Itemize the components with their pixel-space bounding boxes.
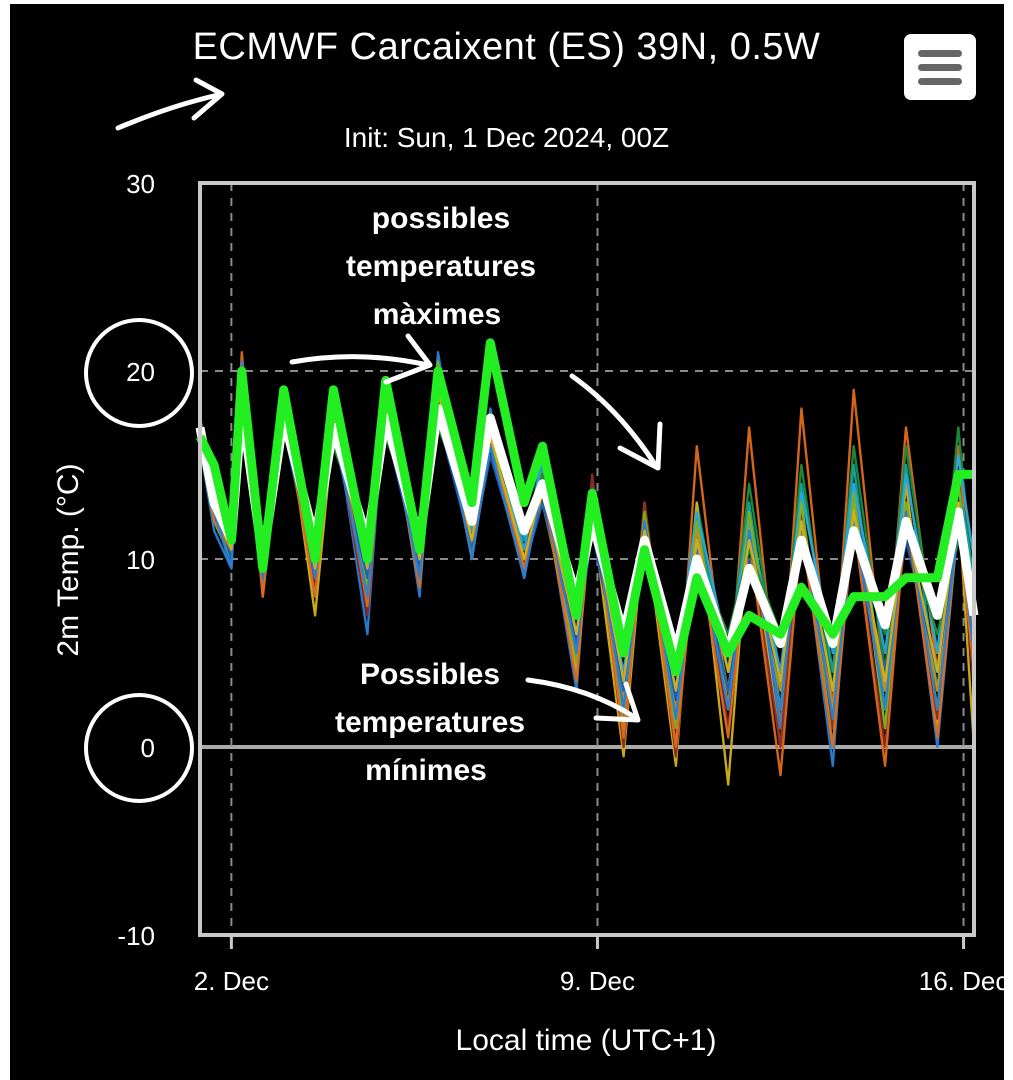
annotation-min-line-2: temperatures [335,706,525,739]
arrow-annotation-title [115,92,221,131]
plot-frame [198,181,976,937]
control-line [195,338,974,677]
arrow-head-title [191,77,225,121]
annotation-max-line-2: temperatures [346,250,536,283]
arrow-annotation-max [289,354,431,368]
x-tick-labels: 2. Dec 9. Dec 16. Dec [194,935,1009,996]
chart-title: ECMWF Carcaixent (ES) 39N, 0.5W [192,26,821,68]
chart-menu-button[interactable] [904,34,976,100]
hamburger-menu-icon [918,50,962,57]
chart-subtitle: Init: Sun, 1 Dec 2024, 00Z [343,122,670,153]
annotation-min-line-1: Possibles [360,658,500,691]
arrow-head-max [383,333,433,385]
annotation-min-line-3: mínimes [365,754,487,787]
arrow-annotation-max-2 [569,373,659,469]
annotation-max-line-3: màximes [373,298,501,331]
circle-annotation-20 [84,318,194,428]
y-tick-label: 0 [141,733,155,763]
y-tick-labels: 30 20 10 0 -10 [117,169,155,951]
annotation-min-text: Possibles temperatures mínimes [335,658,525,787]
y-tick-label: 30 [126,169,155,199]
y-tick-label: -10 [117,921,155,951]
x-tick-label: 16. Dec [919,966,1009,996]
x-tick-label: 2. Dec [194,966,269,996]
annotation-max-line-1: possibles [372,202,510,235]
arrow-head-min [593,681,641,723]
control-run [195,338,974,677]
arrow-head-max-2 [617,421,663,471]
annotation-max-text: possibles temperatures màximes [346,202,536,331]
hamburger-menu-icon-bottom [918,78,962,85]
y-tick-label: 10 [126,545,155,575]
y-axis-label: 2m Temp. (°C) [52,463,85,656]
y-tick-label: 20 [126,357,155,387]
hamburger-menu-icon-middle [918,64,962,71]
x-axis-label: Local time (UTC+1) [456,1024,717,1057]
arrow-annotation-min [525,677,639,721]
circle-annotation-0 [84,693,194,803]
x-tick-label: 9. Dec [560,966,635,996]
